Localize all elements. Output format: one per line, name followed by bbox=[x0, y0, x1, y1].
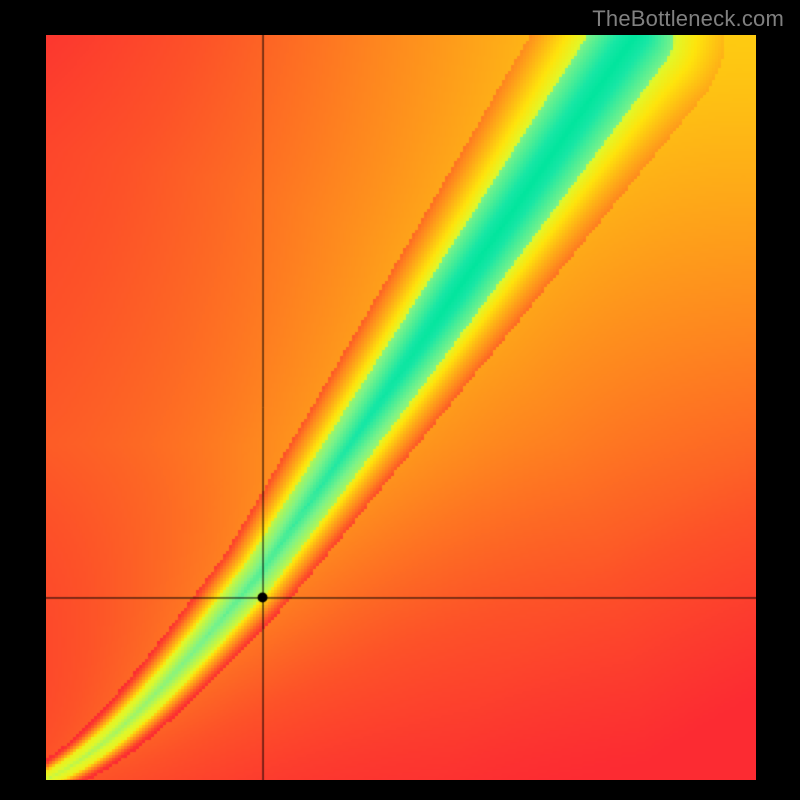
watermark: TheBottleneck.com bbox=[592, 6, 784, 32]
heatmap-plot bbox=[46, 35, 756, 780]
chart-container: TheBottleneck.com bbox=[0, 0, 800, 800]
